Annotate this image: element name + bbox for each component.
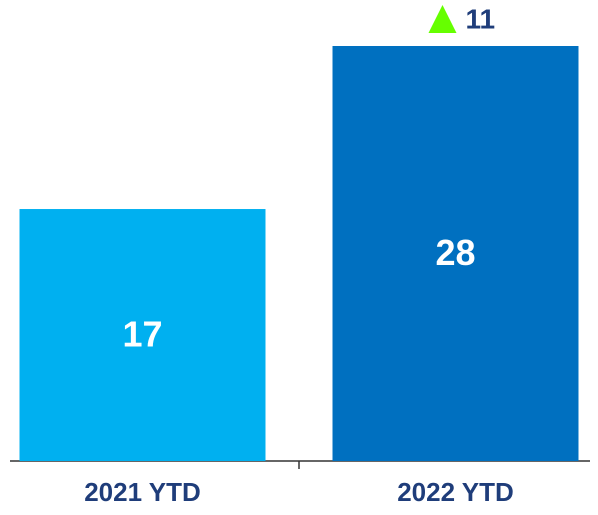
x-tick-label: 2022 YTD [397,477,514,507]
x-tick-label: 2021 YTD [84,477,201,507]
bar [19,209,266,461]
value-label: 28 [435,232,475,273]
bar [332,46,579,461]
change-indicator [428,5,457,33]
value-label: 17 [122,314,162,355]
change-label: 11 [466,3,496,34]
